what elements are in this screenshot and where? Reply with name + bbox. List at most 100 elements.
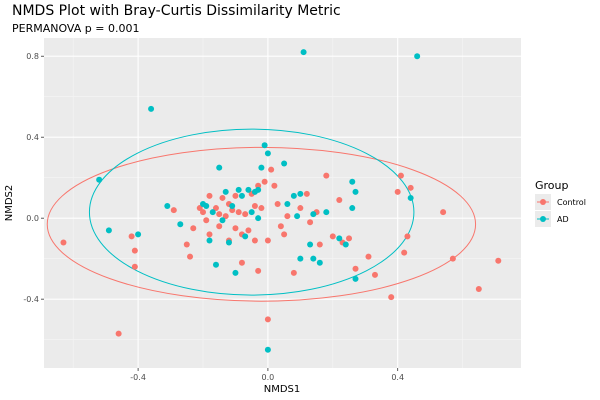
point-control xyxy=(251,237,258,244)
point-ad xyxy=(261,142,268,149)
point-control xyxy=(232,192,239,199)
point-ad xyxy=(255,186,262,193)
point-ad xyxy=(96,176,103,183)
point-control xyxy=(216,211,223,218)
point-ad xyxy=(225,239,232,246)
point-ad xyxy=(222,188,229,195)
point-control xyxy=(404,233,411,240)
point-control xyxy=(281,231,288,238)
point-control xyxy=(346,235,353,242)
axis-ticks: -0.4 0.0 0.4 -0.4 0.0 0.4 0.8 xyxy=(23,52,404,382)
point-ad xyxy=(258,164,265,171)
point-ad xyxy=(307,241,314,248)
point-ad xyxy=(349,205,356,212)
point-control xyxy=(407,184,414,191)
y-tick-label: 0.0 xyxy=(26,214,39,223)
point-ad xyxy=(209,209,216,216)
point-control xyxy=(365,253,372,260)
point-control xyxy=(232,225,239,232)
ellipse-control xyxy=(46,146,477,302)
point-ad xyxy=(264,346,271,353)
point-control xyxy=(235,209,242,216)
point-control xyxy=(303,190,310,197)
point-control xyxy=(264,316,271,323)
point-control xyxy=(316,241,323,248)
point-control xyxy=(394,188,401,195)
point-ad xyxy=(105,227,112,234)
point-ad xyxy=(255,215,262,222)
point-ad xyxy=(414,53,421,60)
legend: Group Control AD xyxy=(535,179,586,227)
point-ad xyxy=(281,160,288,167)
point-ad xyxy=(310,255,317,262)
point-control xyxy=(297,205,304,212)
point-ad xyxy=(316,259,323,266)
point-control xyxy=(401,249,408,256)
point-control xyxy=(323,172,330,179)
point-ad xyxy=(206,237,213,244)
y-tick-label: 0.8 xyxy=(26,52,39,61)
point-ad xyxy=(219,217,226,224)
point-control xyxy=(128,233,135,240)
point-ad xyxy=(264,150,271,157)
point-control xyxy=(336,196,343,203)
point-ad xyxy=(290,192,297,199)
point-control xyxy=(397,172,404,179)
point-ad xyxy=(148,105,155,112)
major-gridlines xyxy=(44,38,521,368)
point-ad xyxy=(232,269,239,276)
point-control xyxy=(284,213,291,220)
point-control xyxy=(115,330,122,337)
point-control xyxy=(495,257,502,264)
point-control xyxy=(131,247,138,254)
point-ad xyxy=(352,275,359,282)
x-tick-label: -0.4 xyxy=(130,373,146,382)
point-ad xyxy=(323,209,330,216)
point-control xyxy=(277,223,284,230)
point-control xyxy=(190,225,197,232)
point-control xyxy=(60,239,67,246)
point-ad xyxy=(177,221,184,228)
point-control xyxy=(238,259,245,266)
point-control xyxy=(307,219,314,226)
point-ad xyxy=(242,233,249,240)
confidence-ellipses xyxy=(46,128,477,302)
point-control xyxy=(264,237,271,244)
legend-label-control: Control xyxy=(557,198,586,207)
point-ad xyxy=(216,164,223,171)
point-control xyxy=(268,166,275,173)
legend-key-point xyxy=(540,216,546,222)
point-control xyxy=(131,263,138,270)
point-control xyxy=(449,255,456,262)
y-tick-label: -0.4 xyxy=(23,295,39,304)
chart-subtitle: PERMANOVA p = 0.001 xyxy=(12,22,140,35)
point-ad xyxy=(352,188,359,195)
point-ad xyxy=(297,255,304,262)
x-tick-label: 0.0 xyxy=(262,373,275,382)
point-control xyxy=(206,231,213,238)
point-ad xyxy=(164,203,171,210)
point-ad xyxy=(203,203,210,210)
point-control xyxy=(251,203,258,210)
point-ad xyxy=(336,235,343,242)
point-control xyxy=(216,223,223,230)
point-control xyxy=(371,271,378,278)
point-control xyxy=(183,241,190,248)
y-axis-title: NMDS2 xyxy=(4,185,15,222)
point-control xyxy=(219,194,226,201)
chart-title: NMDS Plot with Bray-Curtis Dissimilarity… xyxy=(12,3,341,19)
point-control xyxy=(222,213,229,220)
point-ad xyxy=(294,213,301,220)
plot-panel xyxy=(44,38,521,368)
point-ad xyxy=(135,231,142,238)
point-ad xyxy=(310,211,317,218)
point-control xyxy=(388,294,395,301)
point-control xyxy=(242,211,249,218)
point-control xyxy=(271,182,278,189)
point-control xyxy=(187,253,194,260)
point-control xyxy=(475,286,482,293)
point-ad xyxy=(235,186,242,193)
x-tick-label: 0.4 xyxy=(391,373,404,382)
point-control xyxy=(440,209,447,216)
